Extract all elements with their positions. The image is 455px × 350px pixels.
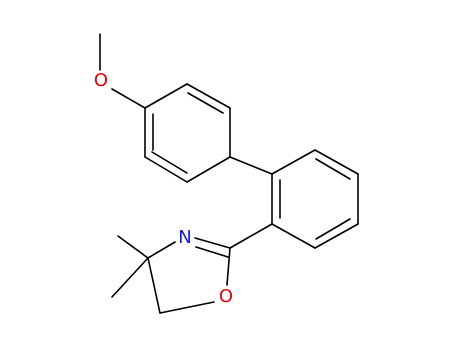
bond [186,83,231,109]
bonds [99,33,359,314]
bond [186,156,231,183]
atom-label: O [219,286,233,307]
bond [147,241,176,259]
atom-label: N [178,227,191,248]
bond [314,223,359,249]
bond [187,92,224,114]
bond [226,247,231,286]
bond [117,235,149,259]
bond [229,223,273,249]
bond [229,156,273,175]
atom-label: O [94,70,108,91]
bond [144,83,188,109]
bond [271,223,316,249]
bond [315,218,351,240]
bond [194,237,231,249]
bond [111,257,149,298]
bond [315,158,351,180]
bond [151,151,188,174]
bond [147,257,161,314]
bond [144,156,188,183]
bond [271,149,316,175]
bond [195,246,229,258]
bond [159,301,215,314]
bond [111,88,146,109]
bond [314,149,359,175]
